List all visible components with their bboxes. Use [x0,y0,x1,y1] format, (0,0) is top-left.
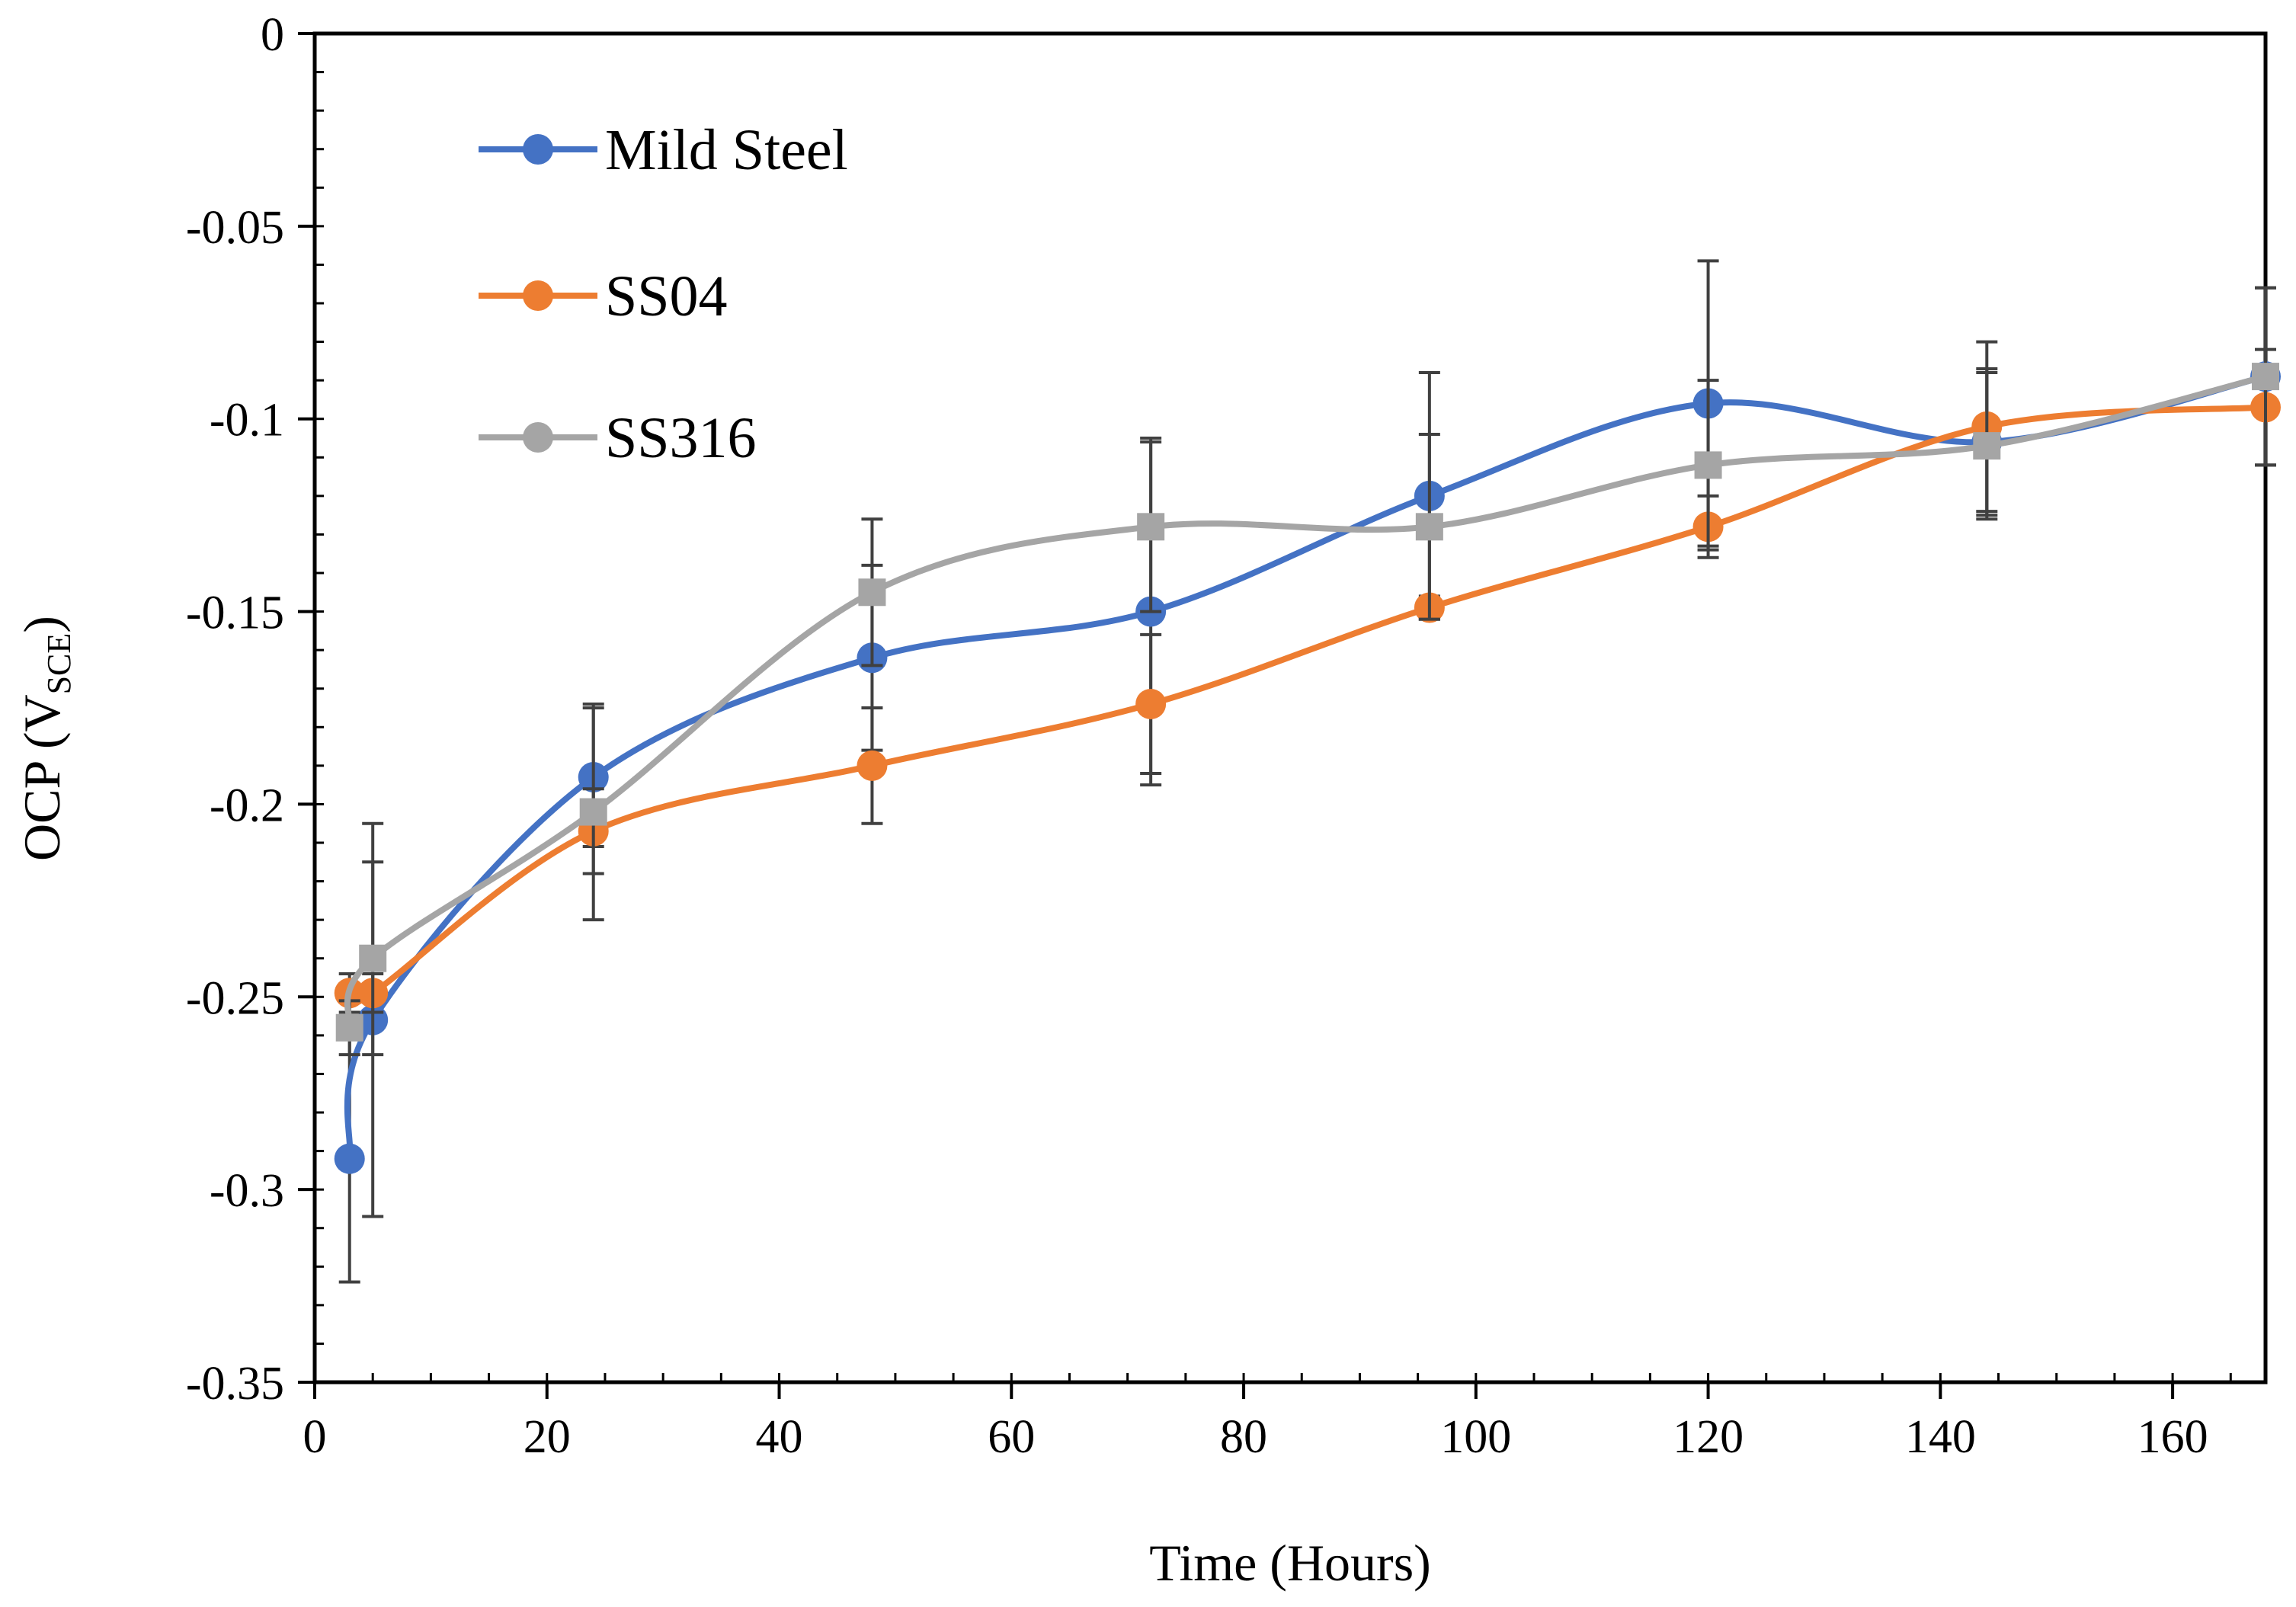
series-line [344,404,2266,1008]
y-tick-label: -0.15 [186,587,284,639]
legend-label: Mild Steel [605,118,848,182]
legend: Mild Steel SS04 SS316 [479,118,848,470]
x-tick-labels: 0 20 40 60 80 100 120 140 160 [303,1411,2208,1463]
data-point [858,578,886,607]
legend-label: SS04 [605,264,728,328]
x-tick-label: 20 [524,1411,571,1463]
x-tick-label: 140 [1905,1411,1976,1463]
data-point [334,1143,365,1174]
y-tick-label: -0.35 [186,1358,284,1410]
y-tick-label: -0.25 [186,972,284,1024]
data-point [335,1013,363,1042]
x-tick-label: 60 [988,1411,1035,1463]
y-tick-label: 0 [261,9,284,61]
data-point [1973,432,2001,460]
legend-item-ss316: SS316 [479,406,757,470]
data-point [1694,451,1722,479]
data-point [1135,688,1167,719]
data-point [359,944,387,972]
x-tick-label: 160 [2137,1411,2208,1463]
y-tick-label: -0.05 [186,202,284,254]
major-ticks [298,32,2175,1399]
legend-item-ss04: SS04 [479,264,728,328]
x-tick-label: 120 [1673,1411,1744,1463]
x-axis-title: Time (Hours) [1149,1534,1431,1592]
y-axis-title-main: OCP (V [13,694,71,861]
plot-area [312,31,2268,1385]
y-axis-title-subscript: SCE [40,633,78,695]
data-point [857,750,888,781]
x-tick-label: 100 [1440,1411,1511,1463]
data-point [579,798,607,826]
series-layer [334,259,2281,1284]
legend-label: SS316 [605,406,757,470]
y-axis-title-close: ) [13,616,71,633]
x-tick-label: 40 [756,1411,803,1463]
x-tick-label: 80 [1220,1411,1267,1463]
y-axis-title: OCP (VSCE) [13,616,78,861]
series-ss316 [335,286,2279,1057]
series-line [344,373,2266,1029]
data-point [2252,363,2279,391]
x-tick-label: 0 [303,1411,327,1463]
legend-marker [523,280,553,311]
y-tick-label: -0.2 [210,779,284,831]
data-point [1415,513,1443,541]
y-tick-label: -0.3 [210,1165,284,1217]
legend-marker [523,134,553,165]
legend-item-mild-steel: Mild Steel [479,118,848,182]
minor-ticks [313,32,2232,1384]
data-point [1137,513,1165,541]
legend-marker [523,422,553,453]
y-tick-labels: 0 -0.05 -0.1 -0.15 -0.2 -0.25 -0.3 -0.35 [186,9,284,1410]
y-tick-label: -0.1 [210,395,284,447]
